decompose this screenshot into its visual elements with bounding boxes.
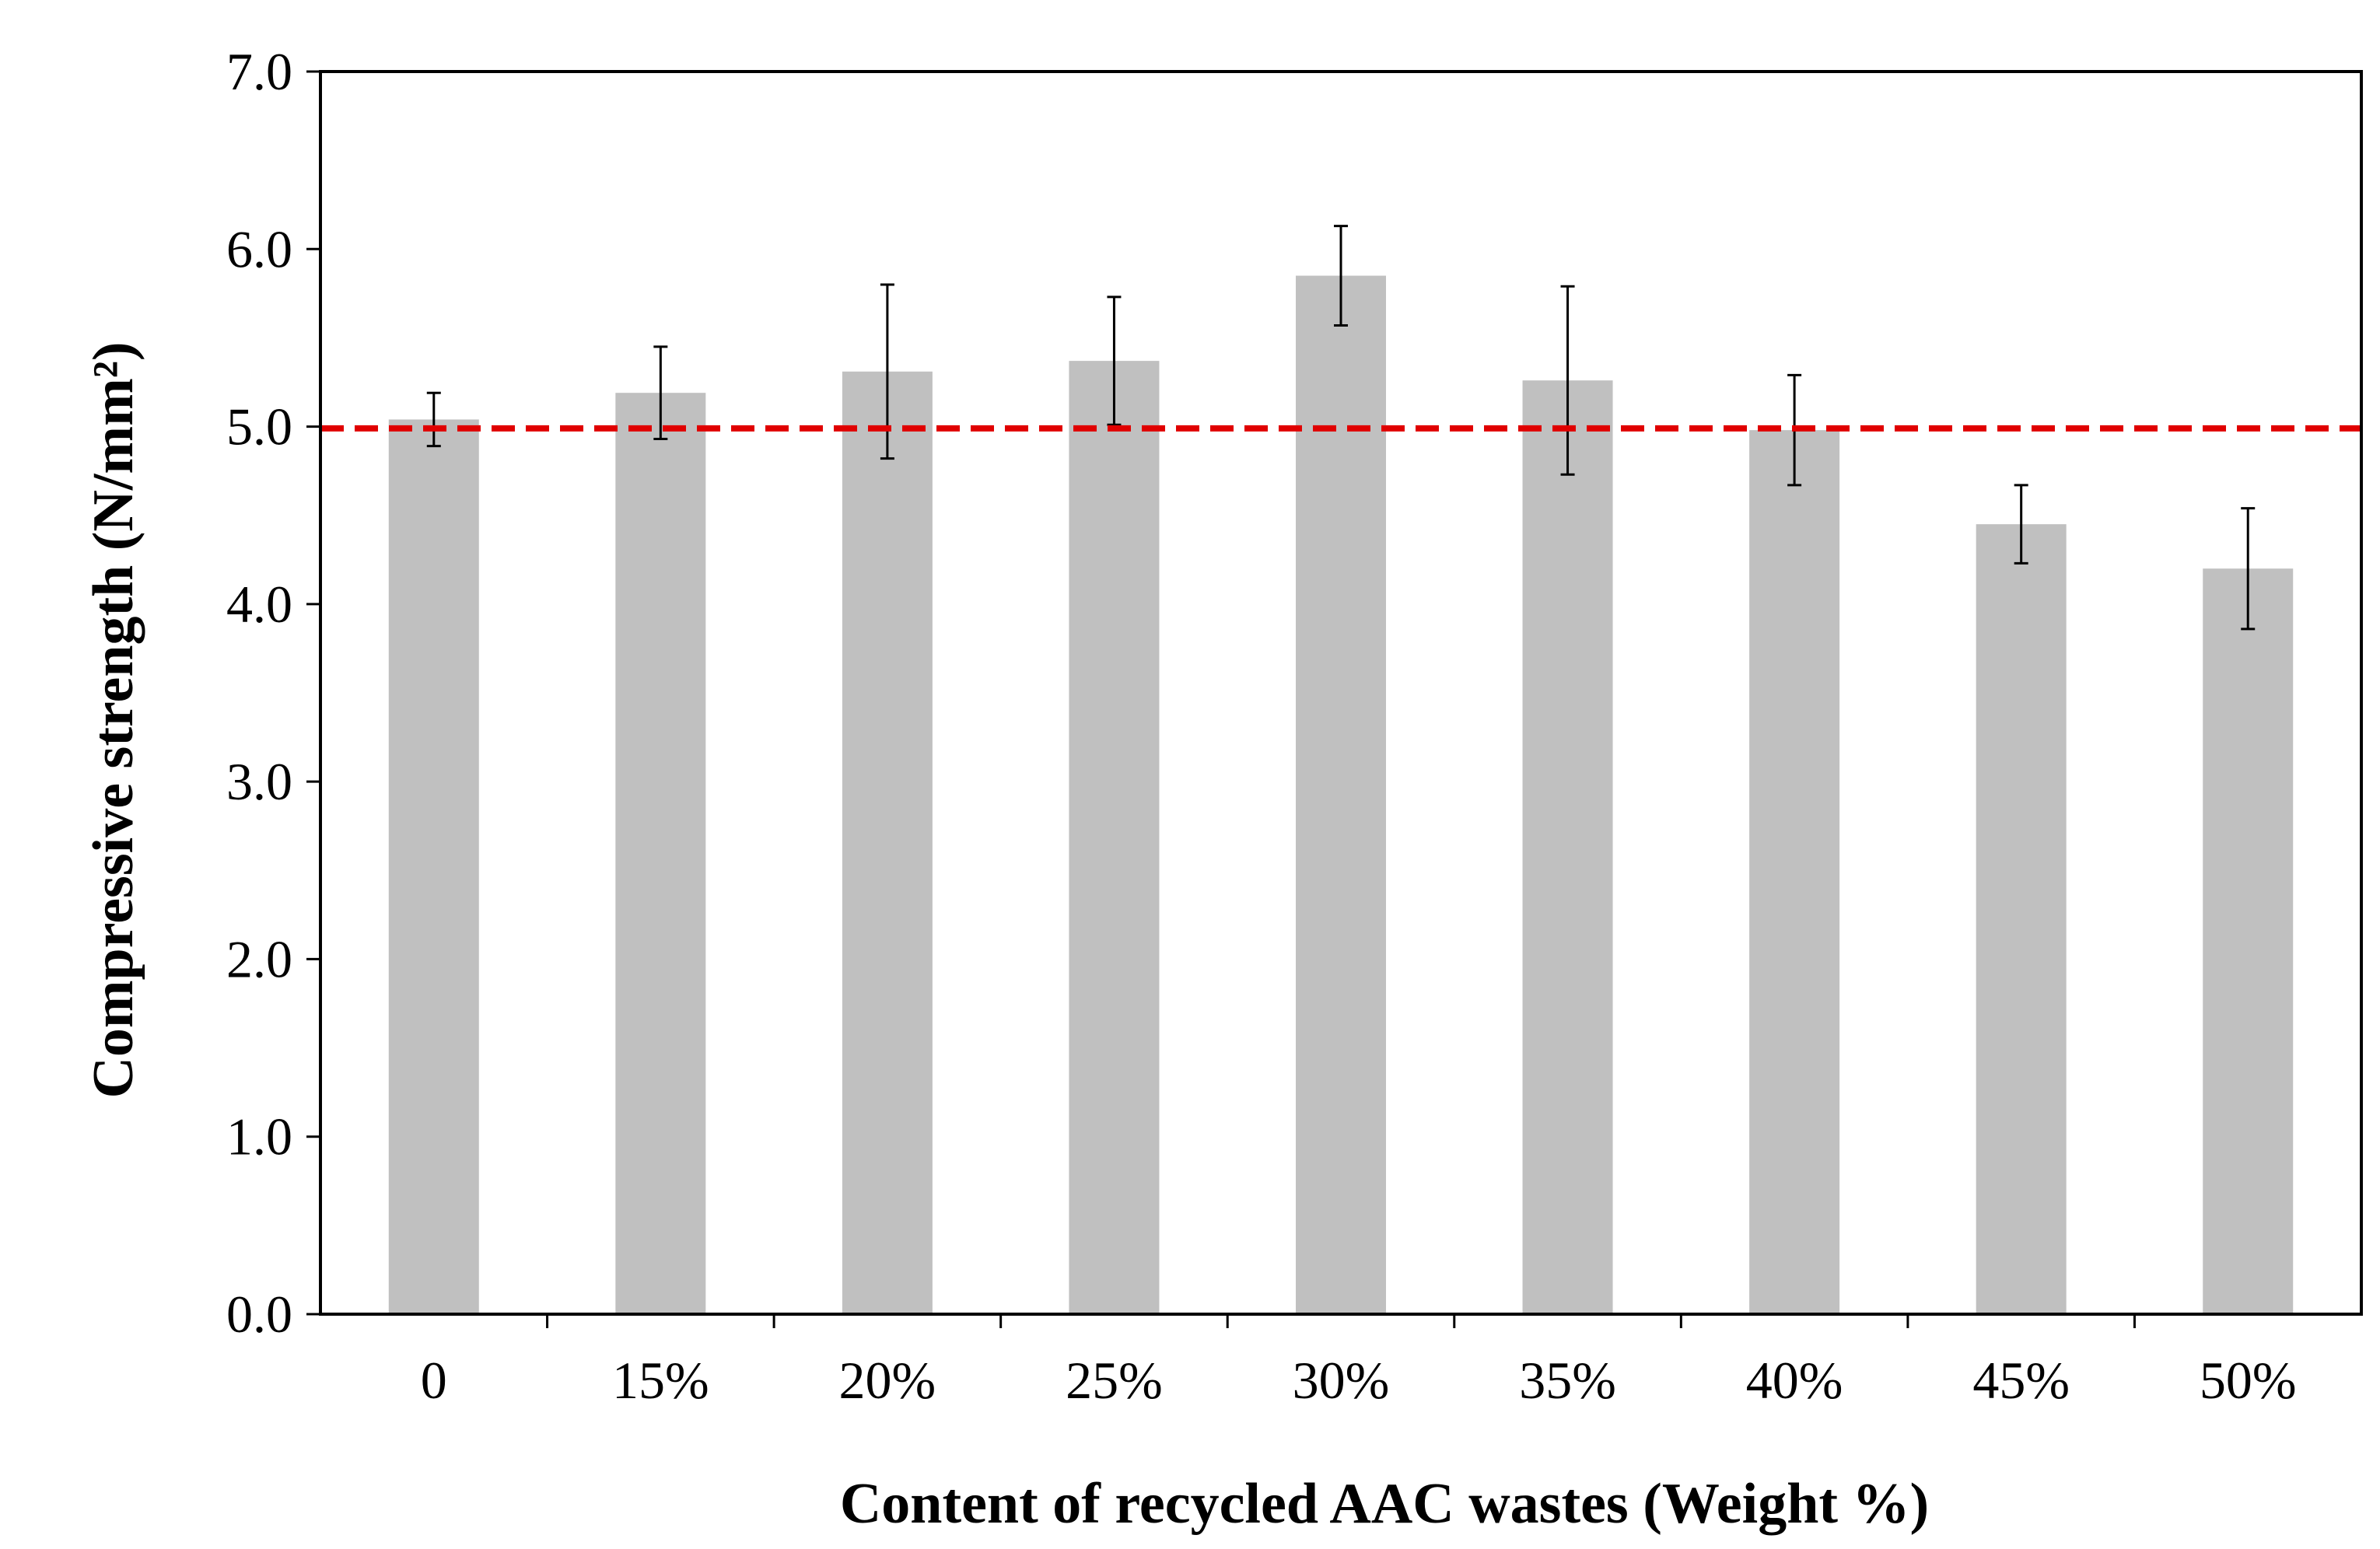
x-tick-label: 45% bbox=[1972, 1351, 2070, 1410]
bar bbox=[2203, 568, 2294, 1314]
bar bbox=[1976, 524, 2067, 1314]
bars-layer bbox=[388, 275, 2294, 1315]
x-axis-title: Content of recycled AAC wastes (Weight %… bbox=[840, 1472, 1929, 1536]
error-bars-layer bbox=[426, 225, 2256, 631]
x-tick-label: 30% bbox=[1293, 1351, 1390, 1410]
x-tick-label: 40% bbox=[1746, 1351, 1843, 1410]
y-tick-label: 4.0 bbox=[226, 575, 292, 634]
y-tick-label: 0.0 bbox=[226, 1285, 292, 1344]
bar bbox=[1749, 430, 1840, 1314]
x-tick-label: 50% bbox=[2200, 1351, 2297, 1410]
x-ticks-layer: 0 15% 20% 25% 30% 35% 40% 45% 50% bbox=[421, 1314, 2297, 1410]
bar bbox=[388, 419, 479, 1315]
x-tick-label: 35% bbox=[1519, 1351, 1616, 1410]
x-tick-label: 0 bbox=[421, 1351, 447, 1410]
bar bbox=[1522, 380, 1613, 1314]
x-tick-label: 20% bbox=[839, 1351, 936, 1410]
plot-frame-layer bbox=[319, 70, 2363, 1316]
bar bbox=[615, 393, 706, 1314]
y-tick-label: 1.0 bbox=[226, 1107, 292, 1166]
bar bbox=[842, 371, 933, 1314]
y-tick-label: 5.0 bbox=[226, 397, 292, 456]
x-tick-label: 15% bbox=[612, 1351, 709, 1410]
y-tick-label: 7.0 bbox=[226, 42, 292, 101]
y-tick-label: 6.0 bbox=[226, 219, 292, 278]
y-tick-label: 3.0 bbox=[226, 752, 292, 811]
x-tick-label: 25% bbox=[1066, 1351, 1163, 1410]
y-ticks-layer: 0.0 1.0 2.0 3.0 4.0 5.0 6.0 7.0 bbox=[226, 42, 320, 1344]
plot-frame bbox=[319, 70, 2363, 1316]
bar bbox=[1069, 361, 1160, 1314]
y-axis-title: Compressive strength (N/mm²) bbox=[82, 341, 145, 1098]
bar bbox=[1296, 275, 1386, 1314]
y-tick-label: 2.0 bbox=[226, 929, 292, 988]
